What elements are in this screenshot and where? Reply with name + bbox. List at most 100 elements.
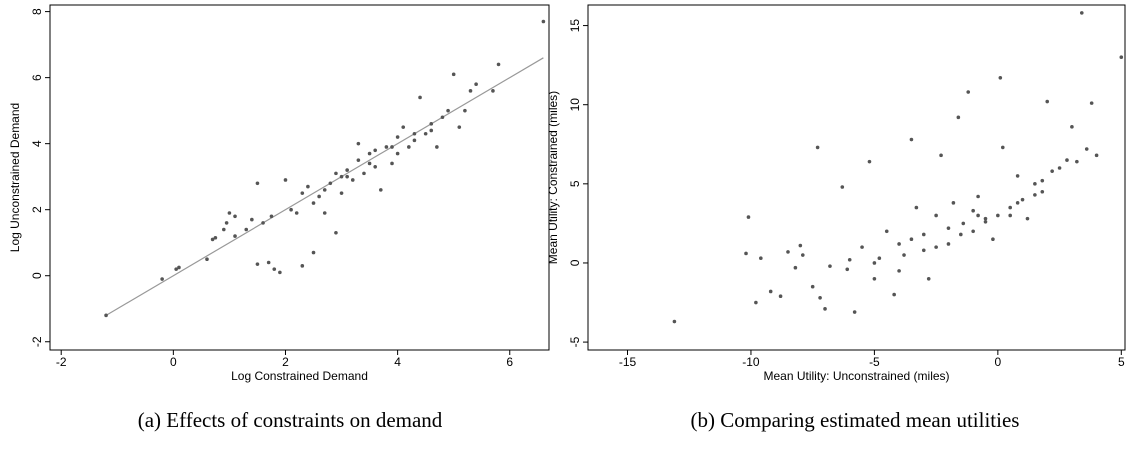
point [877, 256, 882, 261]
point [390, 161, 394, 166]
point [860, 245, 864, 249]
point [272, 267, 277, 271]
point [946, 226, 951, 230]
point [840, 185, 845, 189]
point [373, 148, 377, 153]
point [367, 161, 372, 166]
point [339, 191, 344, 195]
point [457, 125, 462, 129]
point [463, 108, 467, 113]
point [983, 220, 988, 224]
x-axis-label: Mean Utility: Unconstrained (miles) [763, 369, 949, 383]
point [976, 213, 980, 218]
point [205, 257, 209, 262]
point [429, 122, 434, 126]
point [412, 131, 417, 136]
point [971, 208, 975, 213]
point [373, 164, 377, 169]
point [914, 205, 919, 210]
y-tick-label: 2 [30, 206, 44, 213]
point [362, 171, 366, 176]
y-axis-label: Log Unconstrained Demand [8, 103, 22, 252]
point [222, 227, 226, 232]
point [951, 201, 956, 205]
point [902, 253, 906, 257]
point [261, 221, 265, 225]
point [356, 141, 361, 146]
point [328, 181, 333, 186]
point [1070, 125, 1074, 129]
point [356, 158, 361, 162]
point [1040, 189, 1045, 194]
point [909, 137, 914, 142]
x-tick-label: 0 [995, 355, 1002, 369]
point [435, 145, 439, 149]
point [872, 261, 877, 265]
point [244, 227, 249, 232]
y-tick-label: 5 [568, 180, 582, 187]
point [401, 125, 406, 129]
point [233, 214, 237, 219]
point [384, 145, 389, 149]
point [926, 276, 931, 281]
point [1033, 182, 1037, 186]
point [1015, 201, 1020, 205]
point [921, 232, 926, 237]
y-tick-label: 4 [30, 140, 44, 147]
caption: (b) Comparing estimated mean utilities [691, 408, 1020, 432]
y-tick-label: -5 [568, 336, 582, 347]
point [451, 72, 456, 77]
x-tick-label: -2 [56, 355, 67, 369]
fit-line [105, 57, 544, 316]
point [300, 264, 305, 268]
point [744, 251, 748, 256]
point [754, 300, 758, 305]
point [983, 216, 988, 221]
point [1050, 169, 1054, 173]
point [971, 229, 975, 234]
point [412, 138, 417, 143]
point [946, 242, 951, 246]
caption: (a) Effects of constraints on demand [138, 408, 443, 432]
point [934, 213, 938, 218]
point [177, 265, 181, 270]
point [423, 131, 428, 136]
point [768, 289, 773, 294]
point [996, 213, 1000, 218]
point [345, 174, 349, 179]
x-tick-label: 5 [1118, 355, 1125, 369]
point [872, 276, 877, 281]
point [233, 234, 237, 238]
point [1008, 205, 1012, 210]
point [224, 221, 229, 225]
x-tick-label: -15 [619, 355, 637, 369]
point [334, 171, 338, 176]
point [897, 269, 901, 273]
y-axis-label: Mean Utility: Constrained (miles) [546, 91, 560, 264]
point [378, 188, 383, 192]
plot-frame [49, 4, 550, 351]
point [1025, 216, 1030, 221]
point [852, 310, 857, 314]
point [956, 115, 961, 120]
point [160, 277, 164, 281]
point [1119, 55, 1124, 60]
point [227, 211, 232, 215]
point [847, 257, 852, 262]
point [961, 221, 966, 226]
point [339, 174, 344, 179]
point [395, 151, 400, 156]
point [255, 262, 260, 266]
point [213, 235, 218, 240]
point [418, 95, 422, 100]
point [966, 90, 971, 94]
y-tick-label: -2 [30, 336, 44, 347]
point [1033, 193, 1037, 197]
point [793, 265, 798, 270]
point [491, 89, 495, 93]
point [210, 237, 215, 242]
point [474, 82, 478, 87]
point [266, 260, 271, 265]
point [939, 153, 943, 158]
